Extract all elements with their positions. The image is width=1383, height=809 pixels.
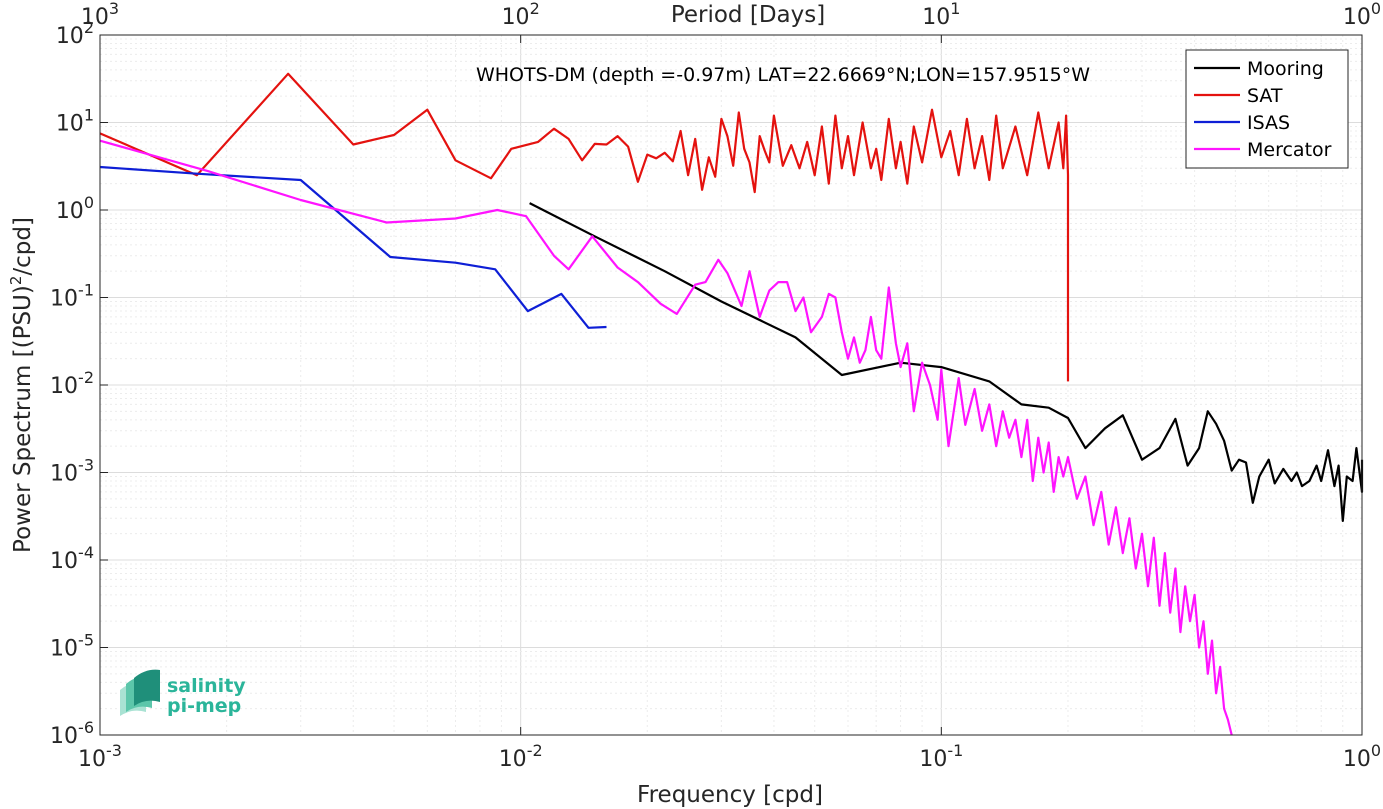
x-tick-label: 10-2 (499, 741, 543, 772)
series-lines (99, 72, 1364, 736)
series-line-isas (99, 165, 607, 329)
x-tick-label: 10-3 (78, 741, 122, 772)
series-line-mercator (99, 139, 1233, 736)
x-axis-label: Frequency [cpd] (637, 782, 823, 808)
top-tick-label: 102 (502, 0, 540, 30)
legend: Mooring SAT ISAS Mercator (1185, 49, 1349, 169)
chart-title: WHOTS-DM (depth =-0.97m) LAT=22.6669°N;L… (476, 64, 1090, 86)
series-line-sat (99, 72, 1070, 382)
y-tick-label: 10-3 (50, 456, 94, 487)
top-tick-label: 103 (81, 0, 119, 30)
y-axis-label: Power Spectrum [(PSU)2/cpd] (7, 217, 36, 553)
y-tick-label: 10-4 (50, 543, 94, 574)
x-tick-label: 10-1 (919, 741, 963, 772)
legend-label-mooring: Mooring (1247, 58, 1324, 80)
top-tick-label: 100 (1343, 0, 1381, 30)
y-tick-label: 100 (56, 193, 94, 224)
x-tick-label: 100 (1343, 741, 1381, 772)
y-tick-label: 10-1 (50, 281, 94, 312)
top-axis-label: Period [Days] (671, 2, 825, 28)
series-line-mooring (529, 202, 1364, 523)
legend-label-sat: SAT (1247, 85, 1283, 107)
y-tick-label: 102 (56, 18, 94, 49)
y-tick-label: 101 (56, 106, 94, 137)
y-tick-label: 10-2 (50, 368, 94, 399)
salinity-pi-mep-logo: salinity pi-mep (120, 669, 246, 717)
legend-label-isas: ISAS (1247, 112, 1290, 134)
wave-logo-icon (120, 669, 160, 716)
top-tick-label: 101 (922, 0, 960, 30)
logo-line-pi-mep: pi-mep (167, 695, 241, 717)
legend-label-mercator: Mercator (1247, 139, 1332, 161)
y-tick-label: 10-6 (50, 718, 94, 749)
y-tick-label: 10-5 (50, 631, 94, 662)
logo-line-salinity: salinity (167, 675, 246, 697)
